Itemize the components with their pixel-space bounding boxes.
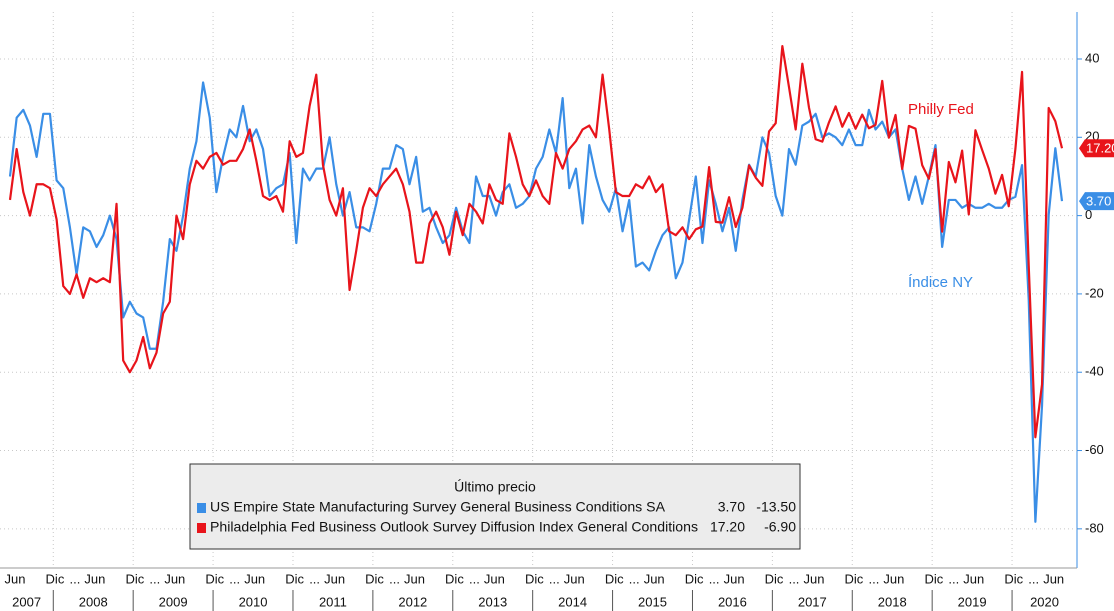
legend-change: -13.50 [756, 499, 796, 515]
legend-entry: Philadelphia Fed Business Outlook Survey… [210, 519, 698, 535]
year-label: 2013 [478, 594, 507, 609]
annotation: Philly Fed [908, 101, 974, 118]
x-tick-label: Jun [883, 571, 904, 586]
legend-last: 17.20 [710, 519, 745, 535]
x-tick-label: ... [948, 571, 959, 586]
year-label: 2018 [878, 594, 907, 609]
year-label: 2016 [718, 594, 747, 609]
year-label: 2011 [319, 594, 347, 609]
x-tick-label: Dic [525, 571, 544, 586]
y-tick-label: -60 [1085, 442, 1104, 457]
legend-swatch [197, 503, 206, 513]
x-tick-label: Jun [5, 571, 26, 586]
year-label: 2012 [398, 594, 427, 609]
y-tick-label: -20 [1085, 285, 1104, 300]
legend-swatch [197, 523, 206, 533]
value-tag [1079, 139, 1114, 158]
x-tick-label: Dic [205, 571, 224, 586]
x-tick-label: ... [309, 571, 320, 586]
x-tick-label: Dic [285, 571, 304, 586]
x-tick-label: ... [868, 571, 879, 586]
annotation: Índice NY [908, 274, 973, 291]
x-tick-label: Dic [765, 571, 784, 586]
legend-entry: US Empire State Manufacturing Survey Gen… [210, 499, 666, 515]
x-tick-label: ... [549, 571, 560, 586]
x-tick-label: Dic [685, 571, 704, 586]
legend-change: -6.90 [764, 519, 796, 535]
year-label: 2015 [638, 594, 667, 609]
x-tick-label: Dic [1004, 571, 1023, 586]
x-tick-label: Jun [84, 571, 105, 586]
x-tick-label: ... [149, 571, 160, 586]
x-tick-label: ... [709, 571, 720, 586]
legend-title: Último precio [454, 479, 536, 495]
year-label: 2008 [79, 594, 108, 609]
y-tick-label: -40 [1085, 364, 1104, 379]
x-tick-label: Jun [724, 571, 745, 586]
x-tick-label: ... [469, 571, 480, 586]
x-tick-label: Jun [963, 571, 984, 586]
x-tick-label: Dic [365, 571, 384, 586]
x-tick-label: Jun [164, 571, 185, 586]
y-tick-label: -80 [1085, 520, 1104, 535]
x-tick-label: Jun [804, 571, 825, 586]
x-tick-label: Dic [605, 571, 624, 586]
legend-last: 3.70 [718, 499, 745, 515]
x-tick-label: Jun [484, 571, 505, 586]
value-tag-label: 17.20 [1086, 141, 1114, 156]
x-tick-label: Jun [564, 571, 585, 586]
legend-box [189, 463, 801, 550]
x-tick-label: Dic [924, 571, 943, 586]
x-tick-label: ... [1028, 571, 1039, 586]
year-label: 2017 [798, 594, 827, 609]
x-tick-label: ... [389, 571, 400, 586]
value-tag [1079, 192, 1114, 211]
x-tick-label: ... [629, 571, 640, 586]
x-tick-label: Jun [644, 571, 665, 586]
x-tick-label: Dic [125, 571, 144, 586]
year-label: 2014 [558, 594, 587, 609]
value-tag-label: 3.70 [1086, 194, 1111, 209]
year-label: 2009 [159, 594, 188, 609]
y-tick-label: 40 [1085, 50, 1099, 65]
series-line [8, 81, 1064, 523]
year-label: 2010 [239, 594, 268, 609]
x-tick-label: ... [789, 571, 800, 586]
x-tick-label: Jun [404, 571, 425, 586]
year-label: 2019 [958, 594, 987, 609]
x-tick-label: Dic [445, 571, 464, 586]
x-tick-label: ... [229, 571, 240, 586]
x-tick-label: Jun [244, 571, 265, 586]
x-tick-label: Jun [1043, 571, 1064, 586]
x-tick-label: Jun [324, 571, 345, 586]
x-tick-label: Dic [46, 571, 65, 586]
year-label: 2007 [12, 594, 41, 609]
y-tick-label: 0 [1085, 207, 1092, 222]
x-tick-label: Dic [845, 571, 864, 586]
series-line [8, 44, 1064, 439]
year-label: 2020 [1030, 594, 1059, 609]
x-tick-label: ... [70, 571, 81, 586]
